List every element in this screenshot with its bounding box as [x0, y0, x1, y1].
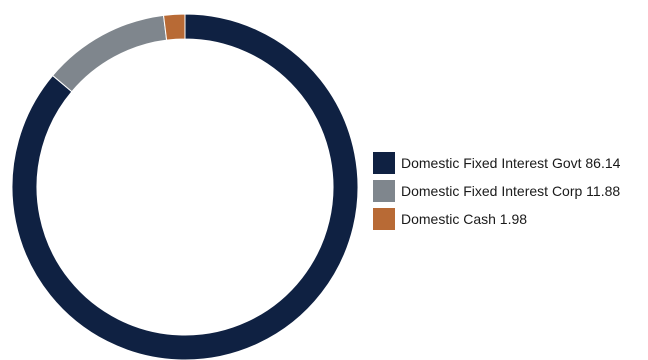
legend-item-cash: Domestic Cash 1.98	[373, 205, 620, 233]
donut-chart-svg	[11, 13, 359, 360]
legend-label-cash: Domestic Cash 1.98	[401, 211, 528, 227]
legend-swatch-govt	[373, 152, 395, 174]
chart-background	[12, 14, 358, 360]
donut-slice-2	[162, 13, 186, 41]
donut-slice-0	[11, 13, 359, 360]
legend-item-corp: Domestic Fixed Interest Corp 11.88	[373, 177, 620, 205]
legend-swatch-corp	[373, 180, 395, 202]
legend-label-govt: Domestic Fixed Interest Govt 86.14	[401, 155, 621, 171]
legend-item-govt: Domestic Fixed Interest Govt 86.14	[373, 149, 620, 177]
legend-swatch-cash	[373, 208, 395, 230]
legend-label-corp: Domestic Fixed Interest Corp 11.88	[401, 183, 621, 199]
chart-legend: Domestic Fixed Interest Govt 86.14 Domes…	[373, 149, 620, 233]
